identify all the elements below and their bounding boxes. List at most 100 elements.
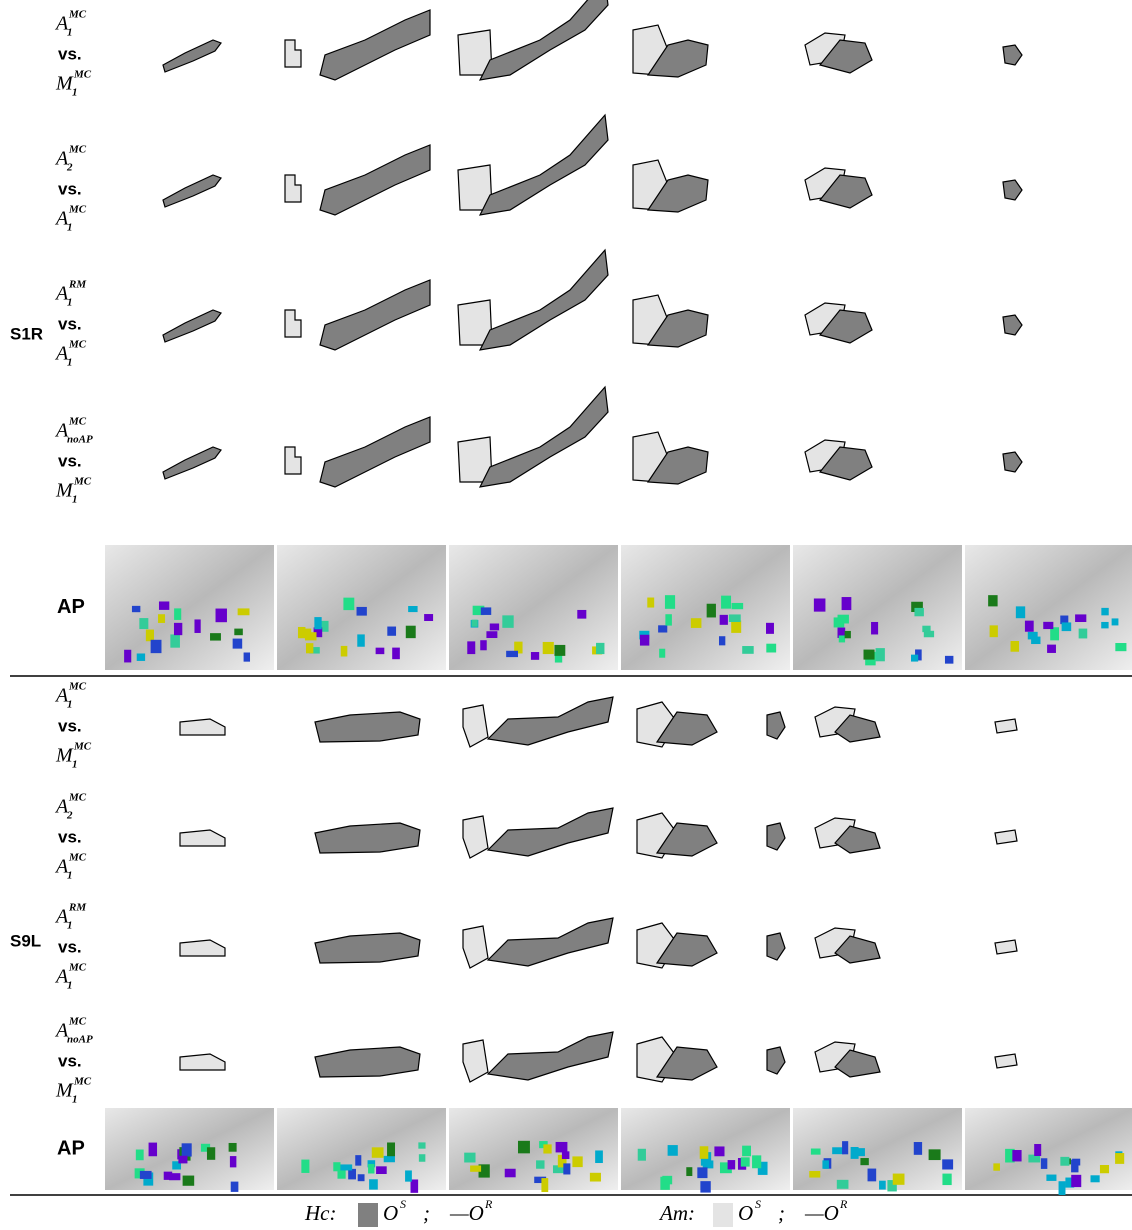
activation-voxel — [124, 650, 131, 663]
subscript: noAP — [67, 434, 93, 446]
region-outline — [995, 830, 1017, 844]
activation-voxel — [543, 642, 554, 654]
activation-voxel — [845, 631, 851, 638]
activation-voxel — [216, 609, 227, 623]
activation-voxel — [355, 1155, 361, 1165]
group-label: S9L — [10, 931, 41, 950]
activation-voxel — [1047, 645, 1056, 653]
legend-separator: ; — [778, 1201, 785, 1225]
activation-voxel — [658, 625, 667, 632]
subscript: noAP — [67, 1034, 93, 1046]
subscript: 2 — [66, 162, 73, 174]
region-outline — [488, 808, 613, 856]
subscript: 1 — [67, 920, 73, 932]
superscript: RM — [68, 279, 87, 291]
activation-voxel — [358, 1174, 365, 1181]
activation-voxel — [990, 625, 998, 637]
legend-superscript: R — [484, 1197, 493, 1211]
legend-separator: ; — [423, 1201, 430, 1225]
superscript: MC — [68, 962, 87, 974]
activation-voxel — [876, 648, 885, 661]
activation-voxel — [405, 1170, 412, 1181]
vs-label: vs. — [58, 1051, 82, 1070]
activation-voxel — [732, 603, 744, 609]
superscript: MC — [73, 741, 92, 753]
superscript: MC — [68, 681, 87, 693]
activation-voxel — [244, 652, 250, 661]
activation-voxel — [742, 646, 753, 654]
legend-superscript: S — [400, 1197, 406, 1211]
activation-voxel — [700, 1146, 709, 1159]
region-outline — [1003, 45, 1022, 65]
activation-voxel — [728, 1160, 736, 1169]
figure: S1RAMC1vs.MMC1AMC2vs.AMC1ARM1vs.AMC1AMCn… — [0, 0, 1132, 1230]
activation-voxel — [721, 596, 731, 609]
activation-voxel — [556, 1142, 568, 1152]
activation-voxel — [531, 652, 539, 660]
activation-voxel — [1060, 1157, 1069, 1166]
activation-voxel — [1112, 618, 1119, 625]
region-outline — [320, 145, 430, 215]
activation-voxel — [174, 608, 181, 620]
region-outline — [488, 1032, 613, 1080]
activation-voxel — [741, 1157, 750, 1166]
activation-voxel — [194, 619, 200, 633]
activation-voxel — [665, 614, 672, 625]
activation-voxel — [868, 1169, 877, 1182]
region-outline — [1003, 452, 1022, 472]
ap-label: AP — [57, 1137, 85, 1159]
legend-symbol: O — [738, 1201, 753, 1225]
region-outline — [163, 310, 221, 342]
legend-swatch — [713, 1203, 733, 1227]
activation-voxel — [914, 1142, 922, 1155]
activation-voxel — [871, 622, 878, 634]
region-outline — [320, 280, 430, 350]
activation-voxel — [554, 645, 565, 656]
superscript: MC — [73, 476, 92, 488]
activation-voxel — [590, 1173, 601, 1182]
activation-voxel — [1046, 1175, 1056, 1181]
activation-voxel — [490, 624, 499, 631]
region-outline — [315, 933, 420, 963]
subscript: 2 — [66, 810, 73, 822]
activation-voxel — [945, 656, 953, 664]
activation-voxel — [742, 1146, 751, 1157]
activation-voxel — [314, 617, 321, 629]
activation-voxel — [665, 595, 675, 609]
activation-voxel — [472, 620, 478, 627]
superscript: MC — [68, 852, 87, 864]
activation-voxel — [305, 632, 317, 640]
region-outline — [767, 933, 785, 960]
region-outline — [320, 10, 430, 80]
activation-voxel — [178, 1156, 187, 1164]
activation-voxel — [988, 595, 997, 606]
activation-voxel — [1115, 643, 1126, 651]
activation-voxel — [638, 1149, 646, 1161]
activation-voxel — [879, 1181, 886, 1190]
activation-voxel — [1091, 1175, 1100, 1182]
activation-voxel — [719, 636, 725, 645]
activation-voxel — [387, 1142, 395, 1156]
activation-voxel — [231, 1182, 239, 1192]
subscript: 1 — [67, 980, 73, 992]
activation-voxel — [541, 1178, 548, 1192]
activation-voxel — [922, 626, 930, 632]
activation-voxel — [838, 615, 849, 624]
activation-voxel — [158, 614, 165, 623]
activation-voxel — [464, 1153, 475, 1163]
legend-symbol: —O — [449, 1201, 484, 1225]
activation-voxel — [343, 598, 354, 610]
activation-voxel — [467, 641, 475, 654]
subscript: 1 — [67, 699, 73, 711]
activation-voxel — [700, 1181, 710, 1192]
subscript: 1 — [67, 27, 73, 39]
activation-voxel — [729, 614, 741, 622]
vs-label: vs. — [58, 179, 82, 198]
activation-voxel — [766, 644, 776, 653]
activation-voxel — [424, 614, 433, 621]
region-outline — [480, 0, 608, 80]
superscript: MC — [68, 416, 87, 428]
activation-voxel — [137, 653, 145, 660]
activation-voxel — [1071, 1175, 1081, 1187]
activation-voxel — [942, 1159, 953, 1169]
